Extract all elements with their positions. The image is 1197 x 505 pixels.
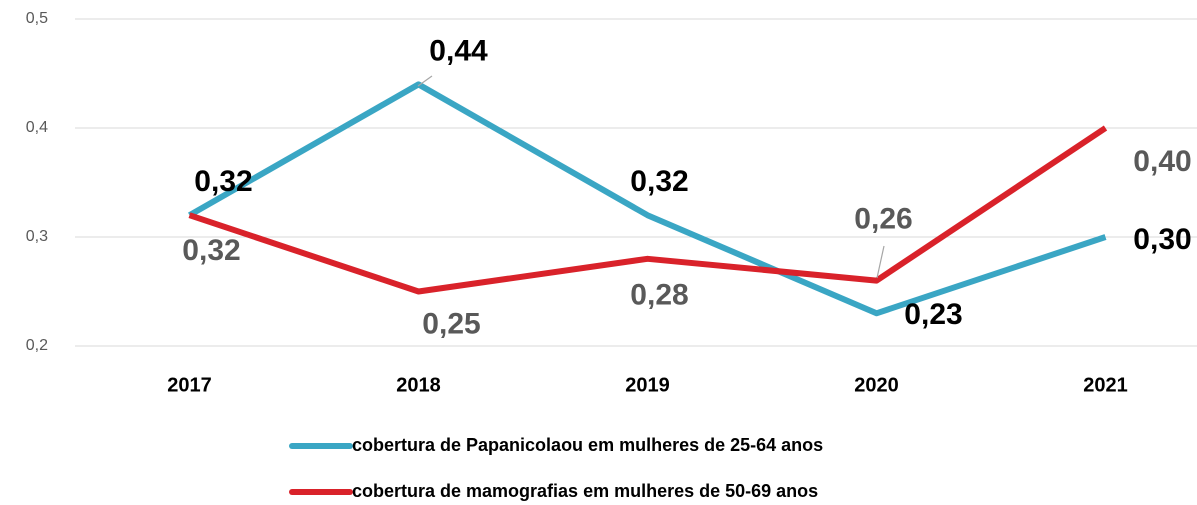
y-tick-label: 0,4 (26, 119, 48, 136)
y-tick-label: 0,2 (26, 337, 48, 354)
series-line (188, 81, 1107, 317)
data-label: 0,30 (1133, 223, 1191, 256)
data-label: 0,44 (429, 34, 488, 67)
x-tick-label: 2018 (396, 374, 441, 396)
data-label: 0,32 (182, 234, 240, 267)
x-tick-label: 2021 (1083, 374, 1128, 396)
series-line (188, 125, 1108, 295)
data-label: 0,32 (194, 165, 252, 198)
y-tick-label: 0,3 (26, 228, 48, 245)
x-tick-label: 2019 (625, 374, 670, 396)
data-label: 0,25 (422, 307, 480, 340)
data-label: 0,28 (630, 279, 688, 312)
x-tick-label: 2020 (854, 374, 899, 396)
data-label: 0,32 (630, 165, 688, 198)
data-label: 0,23 (904, 298, 962, 331)
x-tick-label: 2017 (167, 374, 212, 396)
leader-line (417, 75, 433, 87)
y-tick-label: 0,5 (26, 10, 48, 27)
data-label: 0,26 (854, 203, 912, 236)
legend-label: cobertura de mamografias em mulheres de … (352, 481, 818, 501)
data-label: 0,40 (1133, 145, 1191, 178)
leader-line (876, 245, 885, 279)
legend-label: cobertura de Papanicolaou em mulheres de… (352, 435, 823, 455)
